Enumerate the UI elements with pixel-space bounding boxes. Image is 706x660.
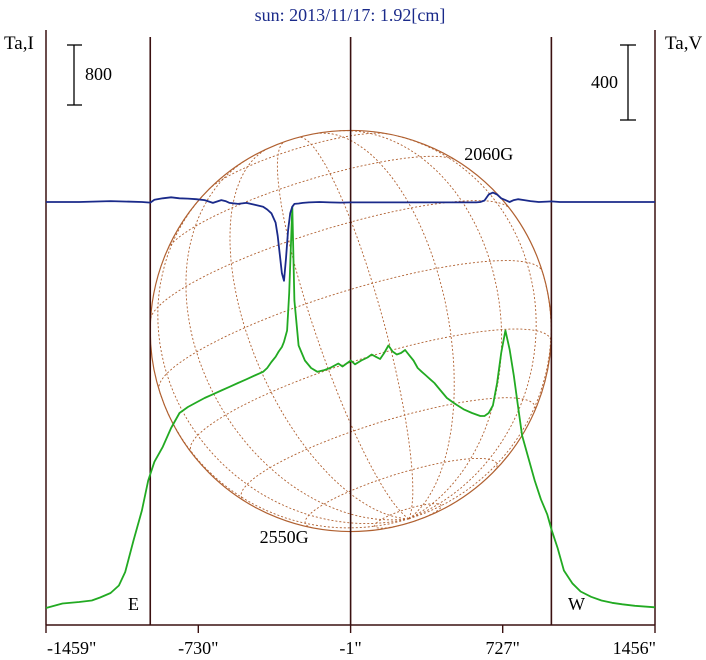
x-tick-label-0: -1459" [47,638,96,658]
right-scale-label: 400 [591,72,618,92]
disk-grid-line-11 [185,158,409,521]
limb-label-e: E [128,594,139,614]
disk-grid-line-1 [304,457,498,529]
left-scale-bar: 800 [67,44,112,106]
right-scale-bar: 400 [591,44,636,121]
disk-grid-line-6 [167,155,456,249]
disk-grid-line-13 [276,141,410,520]
tick-layer: -1459" -730" -1" 727" 1456" [45,625,656,658]
disk-grid-line-5 [150,200,510,319]
left-scale-label: 800 [85,64,112,84]
series-line-polarization [46,191,655,282]
disk-grid-line-17 [397,135,537,520]
limb-label-w: W [568,594,585,614]
x-tick-label-4: 1456" [613,638,656,658]
disk-grid-line-0 [374,503,442,529]
field-annotation-1: 2060G [464,144,513,164]
chart-title: sun: 2013/11/17: 1.92[cm] [255,5,446,25]
right-axis-label: Ta,V [665,33,702,54]
disk-grid-line-10 [157,196,409,525]
annotation-layer: E W 2550G 2060G [128,144,585,614]
left-axis-label: Ta,I [4,33,34,54]
disk-grid-line-12 [229,148,409,520]
field-annotation-0: 2550G [260,527,309,547]
disk-grid-line-15 [316,132,455,520]
disk-grid-line-16 [338,130,503,520]
series-line-intensity [45,205,656,609]
x-tick-label-1: -730" [178,638,218,658]
series-layer [45,191,656,609]
disk-grid-line-3 [189,328,552,453]
x-tick-label-2: -1" [339,638,361,658]
disk-grid-line-14 [298,136,414,519]
disk-grid-line-2 [240,397,536,502]
x-tick-label-3: 727" [486,638,520,658]
